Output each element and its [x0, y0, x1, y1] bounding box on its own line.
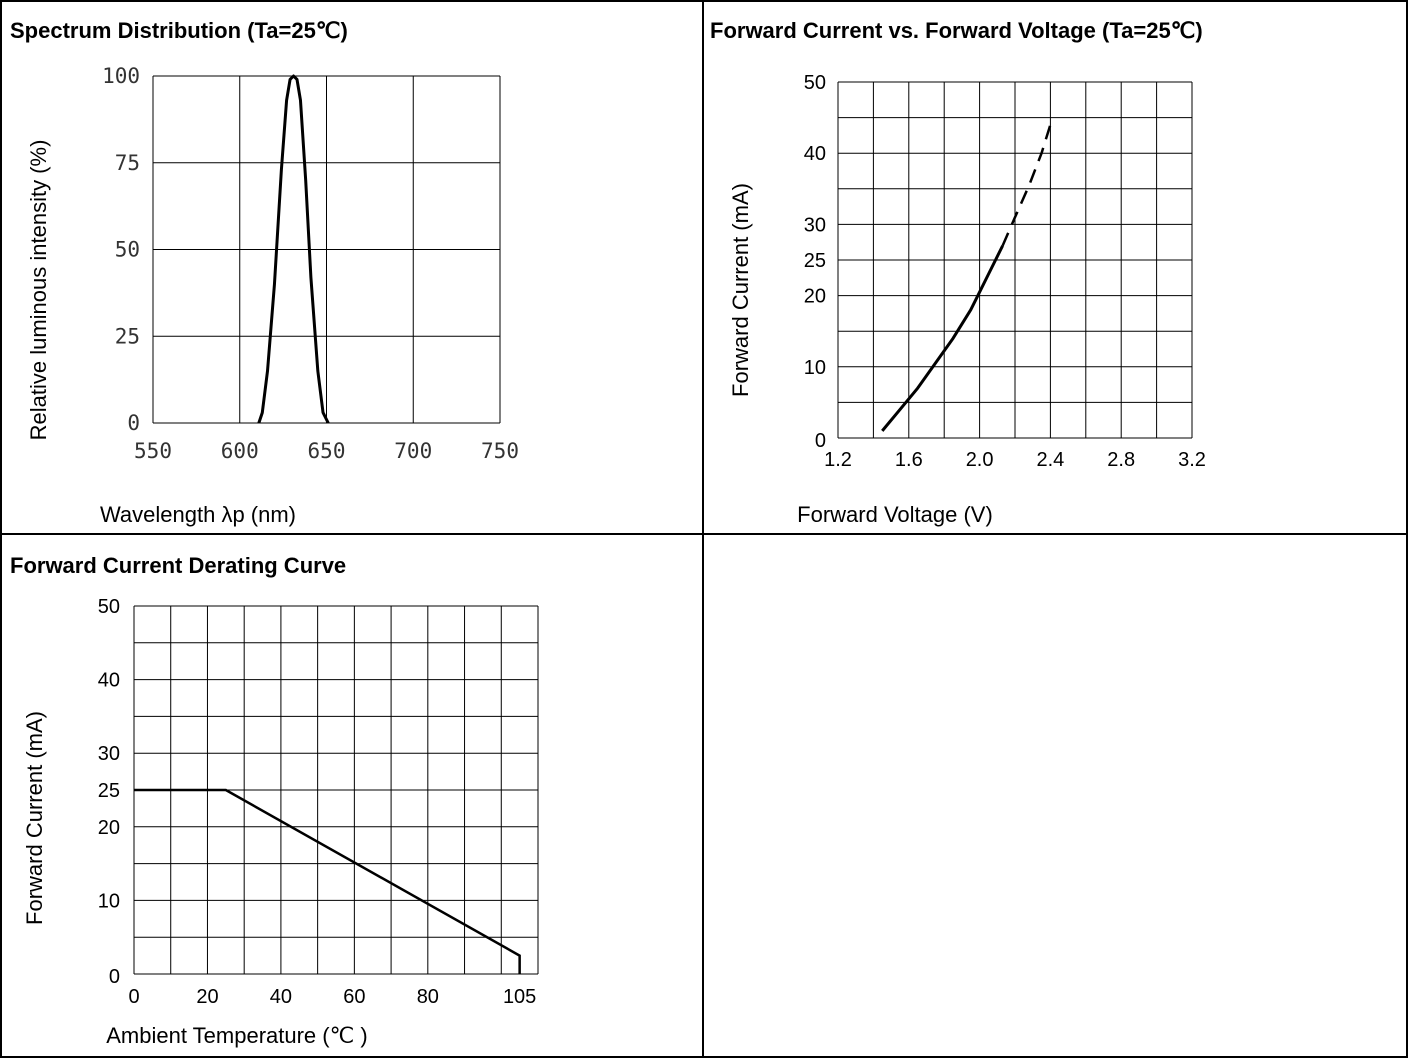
y-tick-label: 25 — [804, 250, 826, 272]
x-tick-label: 1.2 — [824, 449, 852, 471]
x-axis-label: Ambient Temperature (℃ ) — [106, 1023, 368, 1048]
y-tick-label: 30 — [98, 743, 120, 765]
iv-grid — [837, 81, 1193, 439]
x-tick-label: 0 — [128, 986, 139, 1008]
y-tick-label: 100 — [102, 64, 140, 88]
y-axis-label: Forward Current (mA) — [728, 183, 753, 397]
y-tick-label: 0 — [815, 430, 826, 452]
y-tick-label: 0 — [127, 411, 140, 435]
x-tick-label: 3.2 — [1178, 449, 1206, 471]
y-tick-label: 50 — [98, 596, 120, 618]
x-tick-label: 650 — [308, 439, 346, 463]
y-tick-label: 25 — [115, 324, 140, 348]
x-tick-label: 600 — [221, 439, 259, 463]
derating-curve — [134, 788, 521, 974]
y-tick-label: 30 — [804, 214, 826, 236]
y-tick-label: 40 — [98, 670, 120, 692]
chart-title: Forward Current Derating Curve — [10, 553, 347, 578]
y-tick-label: 10 — [804, 357, 826, 379]
panel-empty — [702, 533, 1408, 1058]
chart-title: Spectrum Distribution (Ta=25℃) — [10, 18, 348, 43]
x-tick-label: 105 — [503, 986, 536, 1008]
derating-grid — [133, 605, 539, 975]
x-tick-label: 80 — [417, 986, 439, 1008]
x-tick-label: 60 — [343, 986, 365, 1008]
x-tick-label: 750 — [481, 439, 519, 463]
x-axis-label: Wavelength λp (nm) — [100, 502, 296, 527]
y-tick-label: 25 — [98, 780, 120, 802]
spectrum-curve — [257, 74, 330, 424]
y-tick-label: 50 — [804, 72, 826, 94]
y-tick-label: 0 — [109, 966, 120, 988]
y-tick-label: 75 — [115, 151, 140, 175]
y-tick-label: 40 — [804, 143, 826, 165]
x-tick-label: 550 — [134, 439, 172, 463]
y-tick-label: 20 — [98, 817, 120, 839]
y-axis-label: Forward Current (mA) — [22, 711, 47, 925]
iv-curve-dashed — [1001, 124, 1052, 247]
y-tick-label: 10 — [98, 890, 120, 912]
iv-curve-solid — [881, 245, 1004, 432]
x-tick-label: 700 — [394, 439, 432, 463]
x-tick-label: 40 — [270, 986, 292, 1008]
spectrum-grid — [152, 75, 501, 424]
chart-title: Forward Current vs. Forward Voltage (Ta=… — [710, 18, 1203, 43]
y-tick-label: 20 — [804, 286, 826, 308]
x-tick-label: 20 — [196, 986, 218, 1008]
x-tick-label: 1.6 — [895, 449, 923, 471]
x-tick-label: 2.0 — [966, 449, 994, 471]
x-tick-label: 2.8 — [1107, 449, 1135, 471]
y-tick-label: 50 — [115, 238, 140, 262]
y-axis-label: Relative luminous intensity (%) — [26, 140, 51, 441]
x-axis-label: Forward Voltage (V) — [797, 502, 993, 527]
x-tick-label: 2.4 — [1036, 449, 1064, 471]
